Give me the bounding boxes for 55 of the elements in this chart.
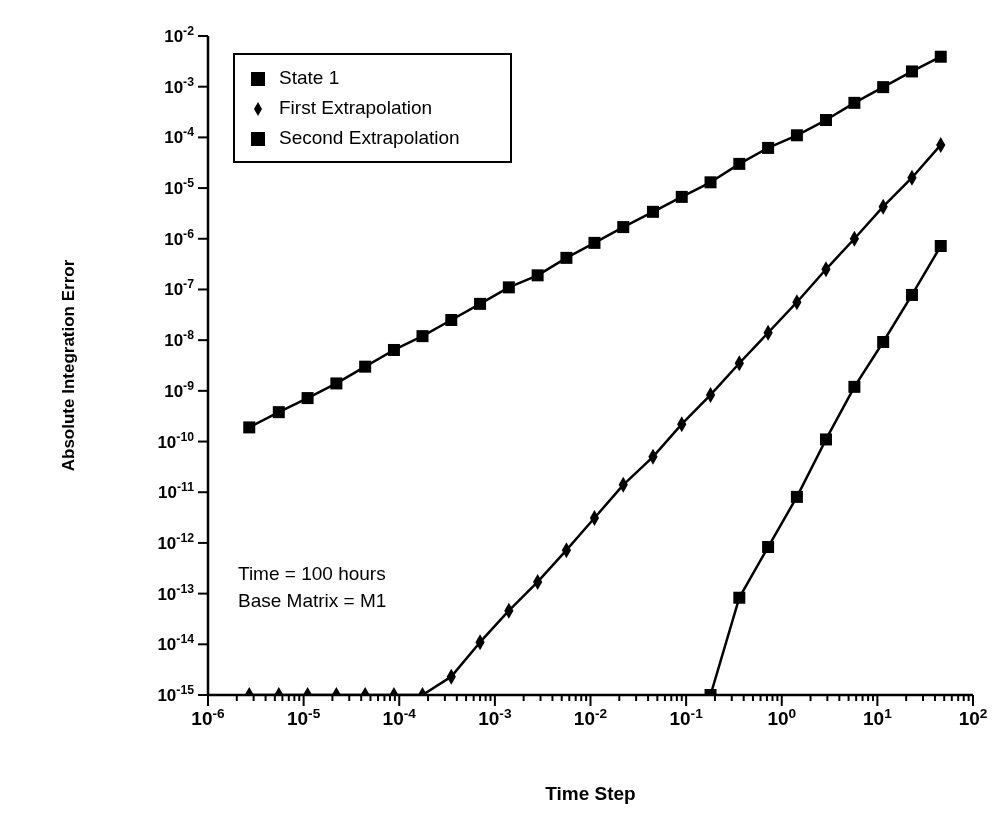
y-tick-label: 10$^{-6}$: [164, 226, 195, 249]
y-tick-label: 10$^{-12}$: [157, 530, 195, 553]
point: [387, 343, 400, 356]
point: [474, 297, 487, 310]
point: [877, 81, 890, 94]
point: [934, 50, 947, 63]
point: [531, 269, 544, 282]
y-tick-label: 10$^{-3}$: [164, 74, 195, 97]
x-tick-label: 10$^{-3}$: [478, 705, 512, 729]
point: [675, 190, 688, 203]
point: [330, 377, 343, 390]
y-tick-label: 10$^{-10}$: [157, 429, 195, 452]
x-tick-label: 10$^{-1}$: [669, 705, 704, 729]
point: [790, 129, 803, 142]
point: [243, 421, 256, 434]
y-tick-label: 10$^{-9}$: [164, 378, 195, 401]
y-tick-label: 10$^{-5}$: [164, 176, 195, 199]
x-axis-title: Time Step: [545, 783, 636, 804]
x-tick-label: 10$^{-4}$: [382, 705, 417, 729]
y-tick-label: 10$^{-11}$: [158, 480, 195, 503]
point: [445, 313, 458, 326]
point: [502, 281, 515, 294]
y-tick-label: 10$^{-13}$: [157, 581, 195, 604]
y-tick-label: 10$^{-2}$: [164, 24, 195, 46]
point: [416, 330, 429, 343]
point: [704, 176, 717, 189]
annotation: Base Matrix = M1: [238, 589, 387, 613]
point: [359, 360, 372, 373]
annotation: Time = 100 hours: [238, 562, 387, 586]
point: [588, 236, 601, 249]
legend-label: Second Extrapolation: [279, 127, 460, 148]
point: [617, 221, 630, 234]
point: [301, 392, 314, 405]
x-tick-label: 10$^{-6}$: [191, 705, 226, 729]
y-axis-title: Absolute Integration Error: [59, 259, 79, 472]
x-tick-label: 10$^{2}$: [958, 705, 988, 729]
point: [560, 251, 573, 264]
y-tick-label: 10$^{-4}$: [164, 125, 195, 148]
y-tick-label: 10$^{-14}$: [157, 632, 195, 655]
y-tick-label: 10$^{-8}$: [164, 328, 195, 351]
x-tick-label: 10$^{0}$: [767, 705, 797, 729]
x-tick-label: 10$^{-2}$: [573, 705, 608, 729]
point: [905, 65, 918, 78]
x-tick-label: 10$^{1}$: [863, 705, 893, 729]
point: [272, 406, 285, 419]
x-tick-label: 10$^{-5}$: [286, 705, 321, 729]
y-tick-label: 10$^{-7}$: [164, 277, 195, 300]
point: [646, 205, 659, 218]
legend-label: State 1: [279, 67, 340, 88]
point: [819, 114, 832, 127]
point: [762, 141, 775, 154]
y-tick-label: 10$^{-15}$: [157, 683, 195, 705]
point: [848, 96, 861, 109]
point: [733, 157, 746, 170]
legend-label: First Extrapolation: [279, 97, 433, 118]
